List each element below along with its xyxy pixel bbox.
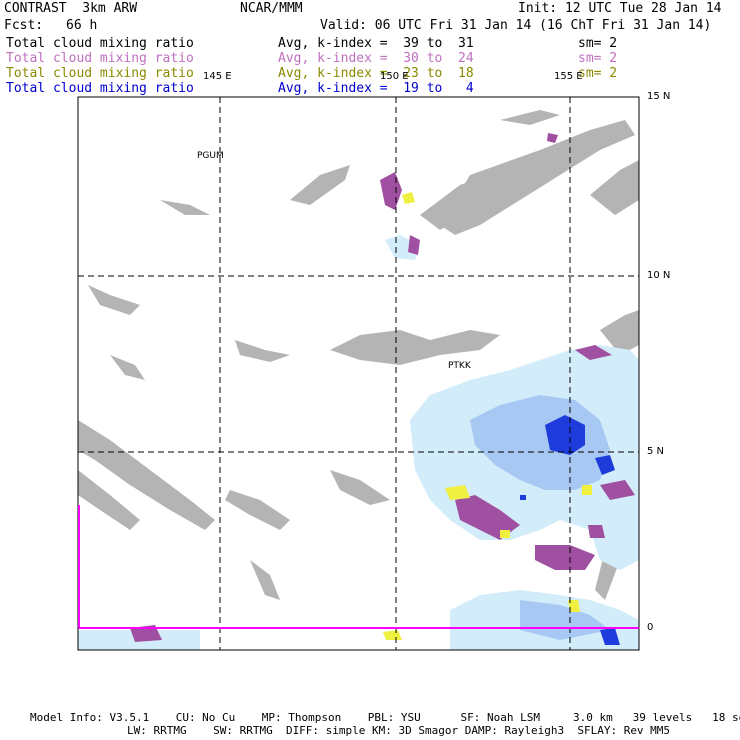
lon-label-145e: 145 E: [203, 71, 232, 82]
field-3-avg: Avg, k-index = 23 to 18: [278, 66, 474, 81]
land-streak: [600, 310, 639, 355]
land-streak: [78, 420, 215, 530]
land-streak: [500, 110, 560, 125]
land-streak: [160, 200, 210, 215]
yellow-cloud-areas: [383, 192, 592, 640]
center-label: NCAR/MMM: [240, 1, 303, 16]
init-time: Init: 12 UTC Tue 28 Jan 14: [518, 1, 722, 16]
land-features: [78, 110, 639, 600]
land-streak: [420, 170, 510, 230]
land-streak: [330, 330, 500, 365]
land-streak: [110, 355, 145, 380]
model-title: CONTRAST 3km ARW: [4, 1, 138, 16]
land-streak: [440, 120, 635, 235]
field-2-avg: Avg, k-index = 30 to 24: [278, 51, 474, 66]
footer-line-1: Model Info: V3.5.1 CU: No Cu MP: Thompso…: [30, 711, 740, 724]
field-1-sm: sm= 2: [578, 36, 618, 51]
fcst-label: Fcst:: [4, 18, 44, 33]
valid-time: Valid: 06 UTC Fri 31 Jan 14 (16 ChT Fri …: [320, 18, 712, 33]
land-streak: [78, 470, 140, 530]
lat-label-5n: 5 N: [647, 446, 665, 457]
fcst-value: 66 h: [66, 18, 98, 33]
station-pgum: PGUM: [197, 151, 224, 161]
footer-line-2: LW: RRTMG SW: RRTMG DIFF: simple KM: 3D …: [127, 724, 671, 737]
station-ptkk: PTKK: [448, 361, 471, 371]
magenta-cloud-areas: [130, 133, 635, 642]
land-streak: [290, 165, 350, 205]
land-streak: [88, 285, 140, 315]
lat-label-15n: 15 N: [647, 91, 671, 102]
domain-boundary: [78, 505, 639, 629]
land-streak: [235, 340, 290, 362]
cloud-dark-cores: [520, 415, 620, 645]
land-streak: [225, 490, 290, 530]
lon-label-155e: 155 E: [554, 71, 583, 82]
lat-label-0: 0: [647, 622, 654, 633]
lat-label-10n: 10 N: [647, 270, 671, 281]
lon-label-150e: 150 E: [380, 71, 409, 82]
field-1-name: Total cloud mixing ratio: [6, 36, 194, 51]
land-streak: [250, 560, 280, 600]
field-2-name: Total cloud mixing ratio: [6, 51, 194, 66]
field-4-name: Total cloud mixing ratio: [6, 81, 194, 96]
field-3-name: Total cloud mixing ratio: [6, 66, 194, 81]
field-4-avg: Avg, k-index = 19 to 4: [278, 81, 474, 96]
field-3-sm: sm= 2: [578, 66, 618, 81]
field-2-sm: sm= 2: [578, 51, 618, 66]
land-streak: [330, 470, 390, 505]
land-streak: [590, 160, 639, 215]
field-1-avg: Avg, k-index = 39 to 31: [278, 36, 474, 51]
cloud-mid-area: [470, 395, 610, 640]
